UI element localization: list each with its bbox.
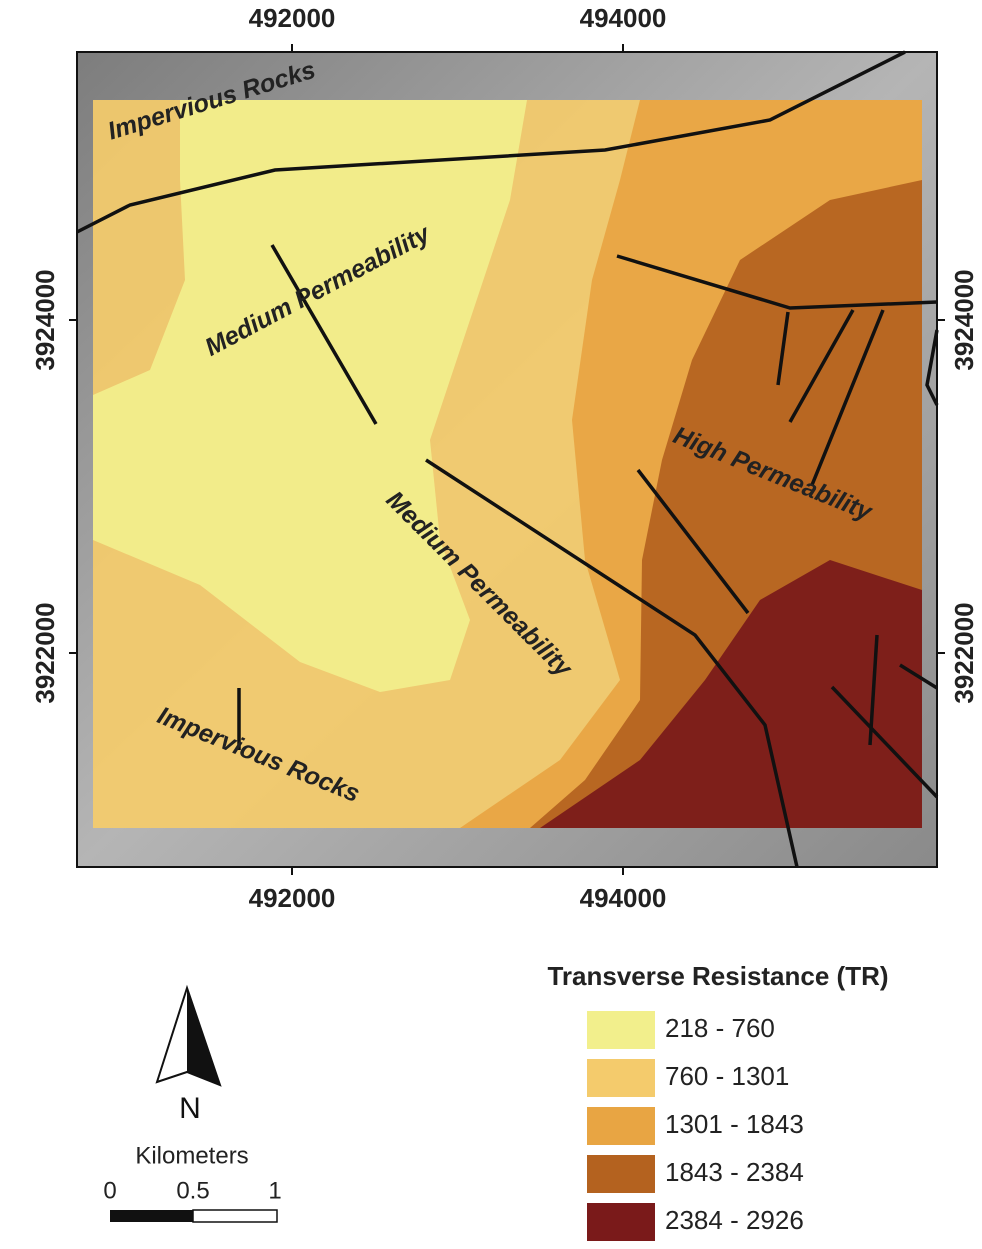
north-label: N: [179, 1092, 201, 1125]
legend-label: 218 - 760: [665, 1013, 775, 1043]
fault-line: [925, 329, 939, 406]
fault-line: [776, 311, 790, 386]
x-coordinate-label: 492000: [249, 3, 336, 33]
legend-swatch: [587, 1107, 655, 1145]
fault-line: [76, 50, 906, 234]
scale-unit: Kilometers: [135, 1142, 248, 1169]
y-coordinate-label: 3922000: [30, 602, 60, 703]
fault-line: [616, 254, 938, 310]
legend-title: Transverse Resistance (TR): [547, 961, 888, 991]
legend-swatch: [587, 1011, 655, 1049]
x-coordinate-label: 492000: [249, 883, 336, 913]
scale-segment: [110, 1210, 193, 1222]
y-coordinate-label: 3924000: [949, 269, 979, 370]
fault-line: [810, 309, 885, 486]
map-frame: [76, 51, 938, 868]
legend-label: 1301 - 1843: [665, 1109, 804, 1139]
fault-line: [899, 663, 938, 690]
fault-line: [270, 244, 378, 425]
legend-swatch: [587, 1155, 655, 1193]
legend-label: 760 - 1301: [665, 1061, 789, 1091]
scale-tick: 1: [268, 1177, 281, 1204]
scale-segment: [192, 1209, 278, 1223]
y-coordinate-label: 3924000: [30, 269, 60, 370]
scale-tick: 0: [103, 1177, 116, 1204]
resistance-zones: [93, 100, 922, 828]
x-coordinate-label: 494000: [580, 3, 667, 33]
zone-area: [93, 100, 527, 692]
zone-area: [540, 560, 922, 828]
legend: 218 - 760 760 - 1301 1301 - 1843 1843 - 238…: [587, 1011, 804, 1241]
x-coordinate-label: 494000: [580, 883, 667, 913]
fault-line: [788, 309, 855, 423]
legend-label: 2384 - 2926: [665, 1205, 804, 1235]
frame-ticks: [69, 44, 945, 875]
arrow-shade: [187, 988, 220, 1085]
legend-swatch: [587, 1059, 655, 1097]
y-coordinate-label: 3922000: [949, 602, 979, 703]
fault-line: [636, 468, 750, 615]
north-arrow: N: [155, 984, 222, 1125]
legend-swatch: [587, 1203, 655, 1241]
fault-line: [425, 458, 799, 868]
scale-tick: 0.5: [176, 1177, 209, 1204]
legend-label: 1843 - 2384: [665, 1157, 804, 1187]
scale-bar: Kilometers 0 0.5 1: [103, 1142, 282, 1223]
fault-line: [830, 685, 939, 799]
faults: [76, 50, 939, 868]
